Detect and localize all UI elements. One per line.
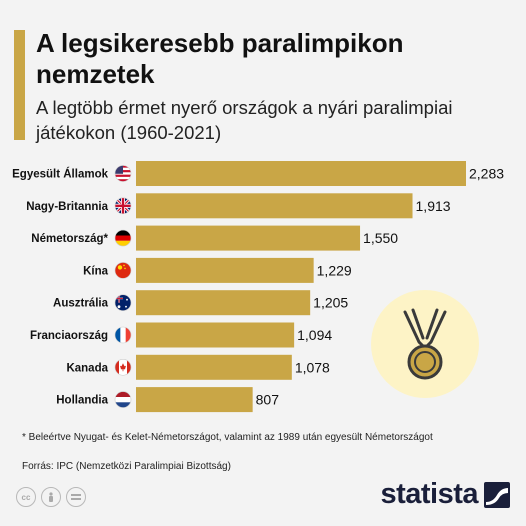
flag-icon-de xyxy=(114,229,132,247)
medal-icon xyxy=(371,290,479,398)
bar-1 xyxy=(136,193,413,219)
category-label: Hollandia xyxy=(56,395,108,407)
category-label: Ausztrália xyxy=(53,298,109,310)
title-accent-bar xyxy=(14,30,25,140)
value-label: 1,205 xyxy=(313,295,348,311)
value-label: 1,078 xyxy=(295,359,330,375)
flag-icon-gb xyxy=(114,197,132,215)
value-label: 807 xyxy=(256,392,280,408)
chart-title: A legsikeresebb paralimpikon nemzetek xyxy=(36,28,404,89)
category-label: Kanada xyxy=(66,362,108,374)
flag-icon-ca xyxy=(114,358,132,376)
bar-4 xyxy=(136,290,311,316)
value-label: 1,550 xyxy=(363,230,398,246)
by-icon[interactable] xyxy=(41,487,61,507)
chart-subtitle: A legtöbb érmet nyerő országok a nyári p… xyxy=(36,97,453,143)
flag-icon-nl xyxy=(114,391,132,408)
statista-logo-icon xyxy=(484,481,510,508)
category-label: Németország* xyxy=(31,233,108,245)
bar-5 xyxy=(136,322,295,348)
category-label: Egyesült Államok xyxy=(12,168,108,181)
bar-0 xyxy=(136,161,466,186)
nd-icon[interactable] xyxy=(66,487,86,507)
category-label: Nagy-Britannia xyxy=(26,201,108,213)
value-label: 1,913 xyxy=(416,198,451,214)
bar-3 xyxy=(136,257,314,283)
statista-logo[interactable]: statista xyxy=(380,478,510,511)
cc-icon[interactable]: cc xyxy=(16,487,36,507)
value-label: 1,094 xyxy=(297,327,332,343)
value-label: 1,229 xyxy=(317,262,352,278)
footnote: * Beleértve Nyugat- és Kelet-Németország… xyxy=(22,432,433,443)
bar-6 xyxy=(136,354,292,380)
bar-chart: Egyesült Államok 2,283 Nagy-Britannia 1,913… xyxy=(12,161,504,413)
bar-2 xyxy=(136,225,361,251)
flag-icon-cn xyxy=(114,262,132,279)
license-icons: cc xyxy=(16,487,86,507)
bar-7 xyxy=(136,387,253,413)
category-label: Franciaország xyxy=(30,330,108,342)
flag-icon-fr xyxy=(114,326,132,344)
statista-wordmark: statista xyxy=(380,478,478,510)
value-label: 2,283 xyxy=(469,166,504,182)
flag-icon-au xyxy=(114,294,132,312)
category-label: Kína xyxy=(83,265,109,277)
flag-icon-us xyxy=(114,165,132,182)
source-note: Forrás: IPC (Nemzetközi Paralimpiai Bizo… xyxy=(22,461,231,472)
